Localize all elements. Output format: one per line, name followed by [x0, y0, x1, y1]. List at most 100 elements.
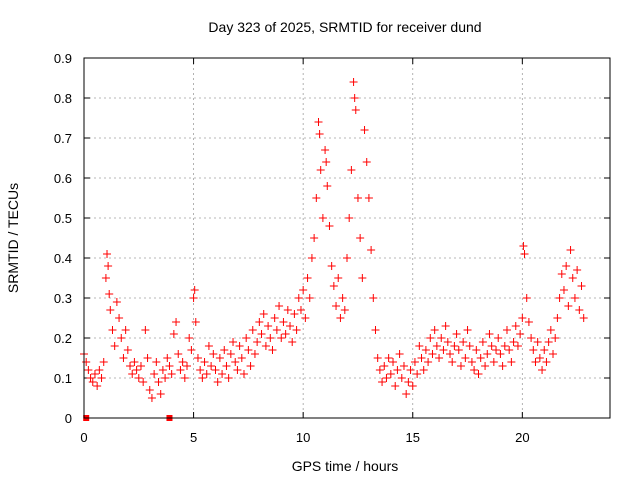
data-point	[498, 362, 507, 370]
data-point	[191, 318, 200, 326]
y-tick-label: 0.7	[54, 131, 72, 146]
y-tick-label: 0.6	[54, 171, 72, 186]
data-point	[110, 342, 119, 350]
data-point	[546, 326, 555, 334]
data-point	[305, 294, 314, 302]
data-point	[513, 342, 522, 350]
data-point	[318, 214, 327, 222]
data-point	[268, 346, 277, 354]
data-point	[266, 334, 275, 342]
chart-title: Day 323 of 2025, SRMTID for receiver dun…	[208, 19, 481, 35]
data-point	[220, 346, 229, 354]
data-point	[290, 310, 299, 318]
data-point	[108, 326, 117, 334]
x-tick-label: 20	[515, 430, 529, 445]
data-point	[481, 362, 490, 370]
data-point	[362, 158, 371, 166]
data-point	[430, 326, 439, 334]
data-point	[176, 366, 185, 374]
data-point	[417, 354, 426, 362]
data-point	[410, 358, 419, 366]
data-point	[492, 346, 501, 354]
data-point	[395, 350, 404, 358]
data-point	[463, 326, 472, 334]
data-point	[132, 366, 141, 374]
data-point	[360, 126, 369, 134]
data-point	[200, 358, 209, 366]
data-point	[519, 242, 528, 250]
x-tick-label: 10	[296, 430, 310, 445]
data-point	[437, 334, 446, 342]
data-point	[516, 330, 525, 338]
data-point	[246, 362, 255, 370]
data-point	[378, 378, 387, 386]
data-point	[443, 338, 452, 346]
data-point	[553, 314, 562, 322]
data-point	[358, 274, 367, 282]
data-point	[198, 374, 207, 382]
data-point	[577, 282, 586, 290]
y-tick-label: 0.9	[54, 51, 72, 66]
data-point	[406, 366, 415, 374]
data-point	[522, 294, 531, 302]
data-point	[476, 354, 485, 362]
data-point	[402, 390, 411, 398]
y-tick-label: 0.8	[54, 91, 72, 106]
data-point	[334, 274, 343, 282]
data-point	[209, 350, 218, 358]
data-point	[314, 118, 323, 126]
data-point	[518, 314, 527, 322]
data-point	[233, 366, 242, 374]
data-point	[294, 294, 303, 302]
data-point	[264, 322, 273, 330]
data-point	[323, 182, 332, 190]
data-point	[452, 330, 461, 338]
data-point	[555, 294, 564, 302]
data-point	[288, 338, 297, 346]
data-point	[163, 354, 172, 362]
data-point	[397, 374, 406, 382]
data-point	[380, 362, 389, 370]
data-point	[283, 306, 292, 314]
data-point	[557, 270, 566, 278]
data-point	[535, 354, 544, 362]
data-point	[386, 370, 395, 378]
data-point	[349, 78, 358, 86]
data-point	[544, 338, 553, 346]
data-point	[257, 330, 266, 338]
data-point	[211, 366, 220, 374]
data-point	[222, 362, 231, 370]
data-point	[465, 342, 474, 350]
data-point	[369, 294, 378, 302]
data-point	[562, 262, 571, 270]
data-point	[136, 362, 145, 370]
data-point	[215, 354, 224, 362]
data-point	[275, 302, 284, 310]
data-point	[533, 338, 542, 346]
data-point	[575, 306, 584, 314]
data-point	[84, 366, 93, 374]
data-point	[174, 350, 183, 358]
data-point	[540, 346, 549, 354]
data-point	[389, 358, 398, 366]
data-point	[145, 386, 154, 394]
data-point	[119, 354, 128, 362]
data-point	[483, 350, 492, 358]
data-point	[169, 330, 178, 338]
data-point	[375, 366, 384, 374]
data-point	[193, 354, 202, 362]
data-point	[139, 378, 148, 386]
data-point	[428, 350, 437, 358]
data-point	[421, 346, 430, 354]
data-point	[450, 342, 459, 350]
data-point	[332, 302, 341, 310]
data-point	[88, 378, 97, 386]
data-point	[454, 346, 463, 354]
data-point	[229, 338, 238, 346]
x-tick-label: 5	[190, 430, 197, 445]
data-point	[529, 346, 538, 354]
data-point	[310, 234, 319, 242]
data-point	[399, 362, 408, 370]
data-point	[183, 362, 192, 370]
